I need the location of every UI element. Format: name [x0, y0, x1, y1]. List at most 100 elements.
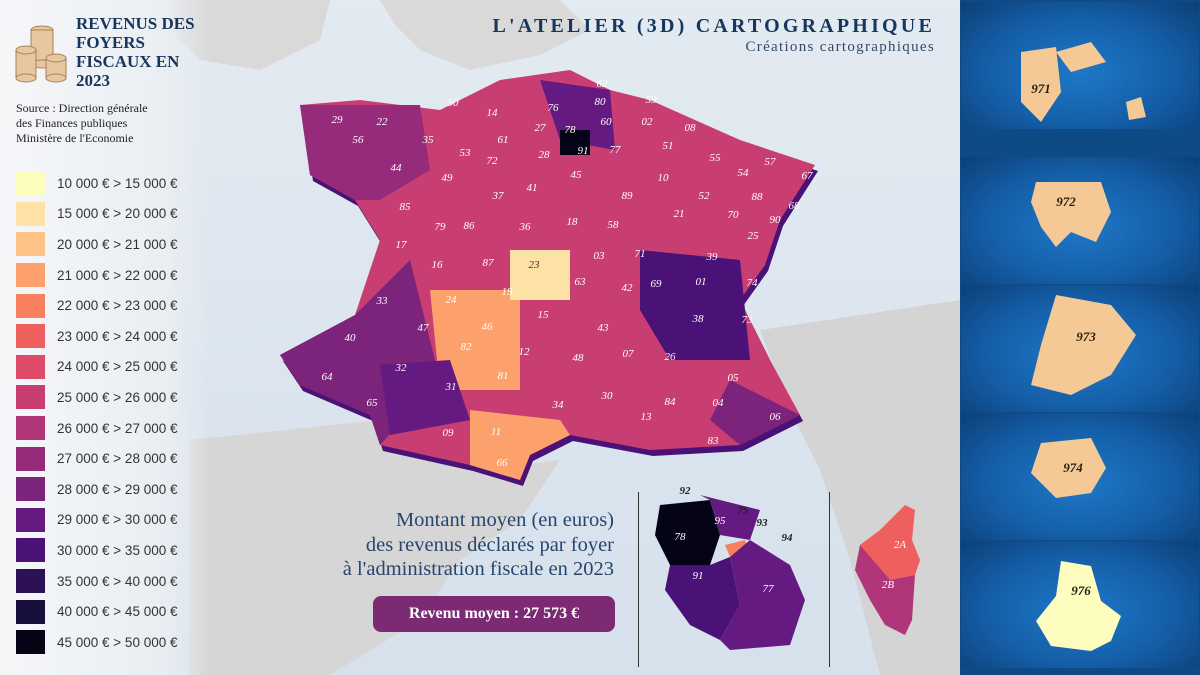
department-label: 52 [698, 190, 710, 202]
department-label: 79 [434, 221, 446, 233]
island-shape [1031, 295, 1136, 395]
island-shape [1031, 438, 1106, 498]
department-label: 39 [706, 251, 718, 263]
department-label: 51 [662, 140, 674, 152]
legend-item: 15 000 € > 20 000 € [16, 199, 178, 230]
source-line: Source : Direction générale [16, 101, 148, 115]
idf-inset-shape [655, 495, 805, 650]
department-label: 03 [593, 250, 605, 262]
legend-label: 15 000 € > 20 000 € [57, 206, 178, 222]
caption-line: Montant moyen (en euros) [395, 509, 614, 531]
overseas-tile: 972 [961, 157, 1199, 284]
department-label: 91 [577, 145, 589, 157]
department-label: 83 [707, 435, 719, 447]
legend-swatch [16, 171, 45, 196]
department-label: 30 [601, 390, 613, 402]
france-map: 29 22 56 35 50 14 76 27 62 80 59 60 02 08 78 91 77 61 53 72… [270, 60, 830, 490]
department-label: 86 [463, 220, 475, 232]
caption-line: à l'administration fiscale en 2023 [342, 558, 614, 580]
department-label: 80 [594, 96, 606, 108]
island-shape [1036, 561, 1121, 651]
department-label: 02 [641, 116, 653, 128]
idf-label: 75 [737, 505, 749, 517]
corsica-shape [855, 505, 920, 635]
legend-item: 30 000 € > 35 000 € [16, 535, 178, 566]
department-label: 68 [788, 200, 800, 212]
department-label: 56 [352, 134, 364, 146]
legend-item: 29 000 € > 30 000 € [16, 505, 178, 536]
department-label: 49 [441, 172, 453, 184]
legend-label: 29 000 € > 30 000 € [57, 512, 178, 528]
legend-label: 26 000 € > 27 000 € [57, 420, 178, 436]
department-label: 55 [709, 152, 721, 164]
department-label: 65 [366, 397, 378, 409]
overseas-tile: 974 [961, 413, 1199, 540]
corsica-label: 2A [893, 539, 907, 551]
legend-swatch [16, 232, 45, 257]
department-label: 69 [650, 278, 662, 290]
idf-label: 77 [762, 583, 774, 595]
legend-swatch [16, 446, 45, 471]
idf-label: 92 [679, 485, 691, 497]
department-label: 21 [673, 208, 685, 220]
legend-item: 35 000 € > 40 000 € [16, 566, 178, 597]
legend-swatch [16, 507, 45, 532]
department-label: 28 [538, 149, 550, 161]
legend-label: 40 000 € > 45 000 € [57, 604, 178, 620]
legend-item: 26 000 € > 27 000 € [16, 413, 178, 444]
department-label: 35 [422, 134, 434, 146]
idf-label: 91 [692, 570, 704, 582]
department-label: 06 [769, 411, 781, 423]
department-label: 26 [664, 351, 676, 363]
department-label: 67 [801, 170, 813, 182]
legend-item: 25 000 € > 26 000 € [16, 382, 178, 413]
legend-label: 25 000 € > 26 000 € [57, 389, 178, 405]
department-label: 37 [492, 190, 504, 202]
department-label: 47 [417, 322, 429, 334]
department-label: 13 [640, 411, 652, 423]
department-label: 31 [445, 381, 457, 393]
department-label: 19 [501, 286, 513, 298]
legend-swatch [16, 324, 45, 349]
department-label: 34 [552, 399, 564, 411]
department-label: 82 [460, 341, 472, 353]
department-label: 04 [712, 397, 724, 409]
department-label: 54 [737, 167, 749, 179]
average-income-badge: Revenu moyen : 27 573 € [373, 596, 615, 632]
legend-item: 10 000 € > 15 000 € [16, 168, 178, 199]
department-label: 05 [727, 372, 739, 384]
department-label: 73 [741, 314, 753, 326]
legend-item: 23 000 € > 24 000 € [16, 321, 178, 352]
department-label: 85 [399, 201, 411, 213]
legend-label: 35 000 € > 40 000 € [57, 573, 178, 589]
department-label: 78 [564, 124, 576, 136]
department-label: 50 [447, 97, 459, 109]
island-label: 973 [1076, 329, 1096, 344]
department-label: 40 [344, 332, 356, 344]
idf-label: 78 [674, 531, 686, 543]
department-label: 32 [395, 362, 407, 374]
department-label: 45 [570, 169, 582, 181]
department-label: 15 [537, 309, 549, 321]
legend-label: 10 000 € > 15 000 € [57, 175, 178, 191]
department-label: 48 [572, 352, 584, 364]
department-label: 53 [459, 147, 471, 159]
department-label: 08 [684, 122, 696, 134]
department-label: 09 [442, 427, 454, 439]
department-label: 60 [600, 116, 612, 128]
legend-label: 45 000 € > 50 000 € [57, 634, 178, 650]
legend-label: 24 000 € > 25 000 € [57, 359, 178, 375]
department-label: 77 [609, 144, 621, 156]
department-label: 01 [695, 276, 707, 288]
caption-line: des revenus déclarés par foyer [365, 533, 614, 556]
department-label: 74 [746, 277, 758, 289]
department-label: 90 [769, 214, 781, 226]
legend-swatch [16, 385, 45, 410]
department-label: 36 [519, 221, 531, 233]
department-label: 66 [496, 457, 508, 469]
department-label: 57 [764, 156, 776, 168]
island-label: 974 [1063, 460, 1083, 475]
department-label: 11 [490, 426, 502, 438]
idf-label: 93 [756, 517, 768, 529]
idf-inset: 92 95 75 93 94 78 91 77 [650, 485, 810, 665]
